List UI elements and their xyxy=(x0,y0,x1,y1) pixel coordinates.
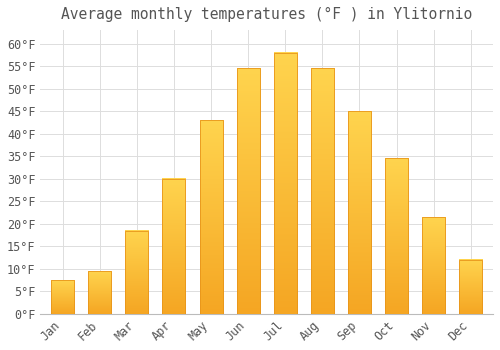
Bar xyxy=(422,217,445,314)
Bar xyxy=(236,68,260,314)
Bar xyxy=(88,271,111,314)
Bar xyxy=(274,52,296,314)
Bar xyxy=(311,68,334,314)
Bar xyxy=(51,280,74,314)
Title: Average monthly temperatures (°F ) in Ylitornio: Average monthly temperatures (°F ) in Yl… xyxy=(61,7,472,22)
Bar xyxy=(200,120,222,314)
Bar xyxy=(348,111,371,314)
Bar xyxy=(385,159,408,314)
Bar xyxy=(460,260,482,314)
Bar xyxy=(162,179,186,314)
Bar xyxy=(126,231,148,314)
